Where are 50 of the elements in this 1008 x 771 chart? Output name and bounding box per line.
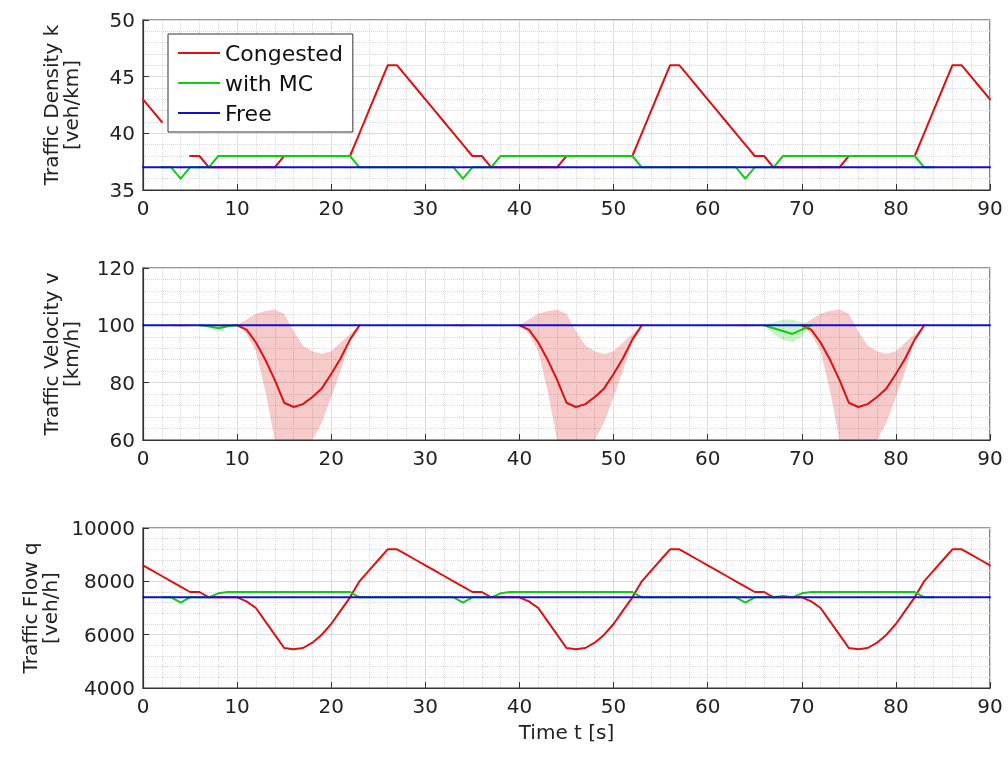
x-tick-label: 70 [789, 196, 815, 220]
x-tick-label: 70 [789, 446, 815, 470]
x-tick-label: 80 [883, 446, 909, 470]
y-tick-label: 40 [109, 121, 135, 146]
x-tick-label: 30 [412, 694, 439, 718]
y-tick-label: 80 [109, 370, 135, 395]
y-tick-label: 45 [109, 64, 135, 89]
y-tick-label: 8000 [84, 569, 135, 594]
x-tick-label: 0 [136, 446, 150, 470]
x-axis-title: Time t [s] [517, 720, 615, 744]
y-tick-label: 35 [109, 178, 135, 202]
x-tick-label: 50 [600, 196, 627, 220]
y-tick-label: 100 [96, 313, 135, 338]
x-tick-label: 20 [318, 446, 344, 470]
x-tick-label: 10 [224, 446, 250, 470]
x-tick-label: 90 [977, 196, 1003, 220]
y-tick-label: 50 [109, 8, 135, 32]
y-axis-title: Traffic Flow q [veh/h] [18, 542, 63, 675]
x-tick-label: 0 [136, 196, 150, 220]
legend-label: Congested [225, 40, 343, 66]
x-tick-label: 30 [412, 446, 439, 470]
x-tick-label: 20 [318, 196, 344, 220]
x-tick-label: 20 [318, 694, 344, 718]
x-tick-label: 80 [883, 694, 909, 718]
y-tick-label: 60 [109, 428, 135, 452]
x-tick-label: 60 [694, 446, 721, 470]
x-tick-label: 30 [412, 196, 439, 220]
line-series [142, 548, 991, 651]
y-axis-title: Traffic Velocity v [km/h] [39, 272, 83, 437]
x-tick-label: 60 [694, 694, 721, 718]
y-tick-label: 120 [96, 256, 135, 280]
y-tick-label: 6000 [84, 622, 135, 647]
x-tick-label: 70 [789, 694, 815, 718]
legend-label: with MC [225, 70, 314, 96]
x-tick-label: 50 [600, 694, 627, 718]
x-tick-label: 60 [694, 196, 721, 220]
y-tick-label: 10000 [71, 516, 135, 540]
y-axis-title: Traffic Density k [veh/km] [39, 24, 83, 187]
x-tick-label: 90 [977, 446, 1003, 470]
x-tick-label: 0 [136, 694, 150, 718]
x-tick-label: 40 [506, 196, 533, 220]
x-tick-label: 10 [224, 694, 250, 718]
x-tick-label: 50 [600, 446, 627, 470]
x-tick-label: 40 [506, 694, 533, 718]
y-tick-label: 4000 [84, 676, 135, 700]
x-tick-label: 90 [977, 694, 1003, 718]
x-tick-label: 40 [506, 446, 533, 470]
x-tick-label: 10 [224, 196, 250, 220]
x-tick-label: 80 [883, 196, 909, 220]
legend-label: Free [225, 100, 272, 126]
